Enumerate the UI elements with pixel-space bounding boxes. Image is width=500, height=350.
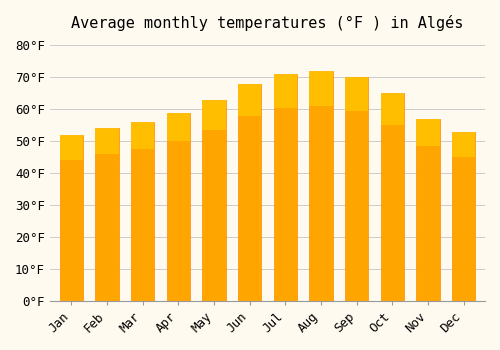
Bar (452, 132, 475, 301)
Bar (452, 132, 475, 157)
Bar (345, 77, 368, 111)
Bar (96, 128, 118, 301)
Bar (60, 135, 83, 160)
Bar (131, 122, 154, 149)
Bar (238, 84, 261, 301)
Bar (166, 113, 190, 301)
Bar (166, 113, 190, 141)
Bar (310, 71, 332, 105)
Bar (274, 74, 297, 301)
Bar (238, 84, 261, 116)
Title: Average monthly temperatures (°F ) in Algés: Average monthly temperatures (°F ) in Al… (71, 15, 464, 31)
Bar (310, 71, 332, 301)
Bar (416, 119, 440, 146)
Bar (345, 77, 368, 301)
Bar (380, 93, 404, 125)
Bar (202, 100, 226, 301)
Bar (131, 122, 154, 301)
Bar (60, 135, 83, 301)
Bar (380, 93, 404, 301)
Bar (274, 74, 297, 108)
Bar (96, 128, 118, 154)
Bar (202, 100, 226, 130)
Bar (416, 119, 440, 301)
